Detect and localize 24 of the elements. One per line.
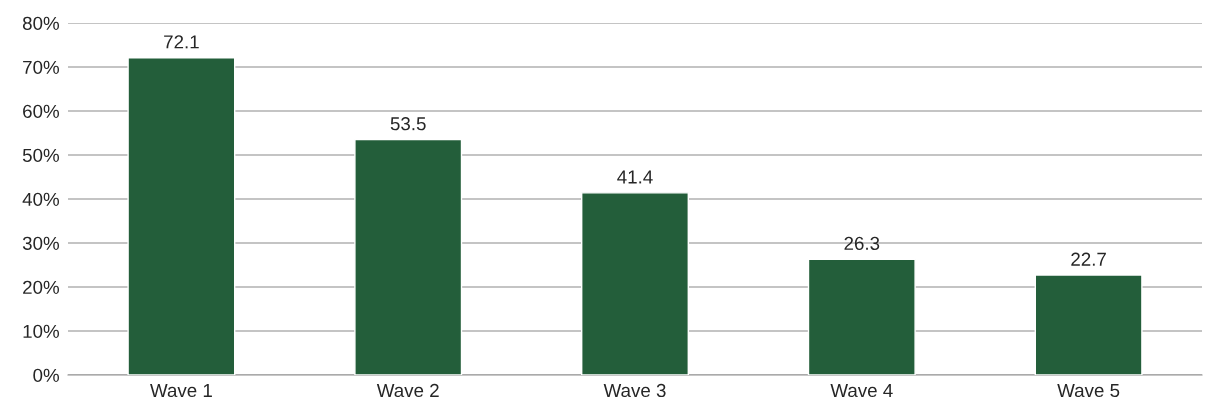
data-label: 53.5: [390, 117, 426, 131]
y-tick-label: 20%: [23, 280, 59, 294]
x-tick-label: Wave 4: [830, 384, 893, 398]
x-tick-label: Wave 1: [150, 384, 212, 398]
data-label: 72.1: [164, 35, 199, 49]
x-tick-label: Wave 5: [1057, 384, 1120, 398]
data-label: 22.7: [1071, 252, 1106, 266]
x-tick-label: Wave 2: [376, 383, 439, 398]
data-label: 26.3: [844, 236, 880, 251]
data-label: 41.4: [617, 170, 653, 184]
y-tick-label: 50%: [22, 148, 59, 162]
y-tick-label: 10%: [23, 324, 59, 338]
y-tick-label: 70%: [23, 60, 59, 74]
bar: [807, 258, 916, 375]
x-tick-label: Wave 3: [603, 383, 666, 398]
y-tick-label: 40%: [22, 192, 59, 206]
y-tick-label: 60%: [23, 104, 59, 118]
bar: [1034, 274, 1143, 375]
bar: [354, 138, 463, 375]
y-tick-label: 0%: [33, 368, 59, 382]
y-tick-label: 80%: [22, 16, 59, 30]
y-tick-label: 30%: [22, 236, 59, 250]
bar: [127, 57, 236, 375]
bar: [581, 192, 689, 375]
